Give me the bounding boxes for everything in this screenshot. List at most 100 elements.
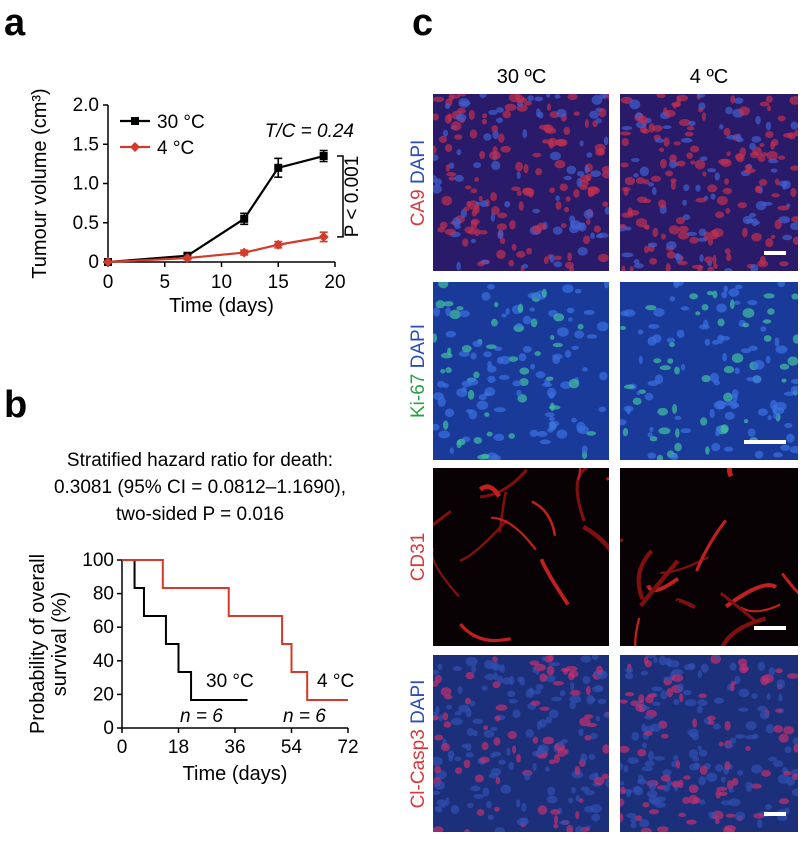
nucleus xyxy=(586,431,597,436)
micrograph-row-label-ki67: Ki-67 DAPI xyxy=(408,324,430,418)
nucleus xyxy=(765,121,772,131)
nucleus xyxy=(689,145,700,153)
nucleus xyxy=(745,781,754,789)
nucleus xyxy=(433,826,444,832)
nucleus xyxy=(623,765,629,773)
nucleus xyxy=(651,701,661,706)
vessel-stain xyxy=(620,538,624,543)
nucleus xyxy=(508,259,514,267)
nucleus xyxy=(643,730,653,736)
nucleus xyxy=(691,264,704,269)
nucleus xyxy=(454,225,461,230)
nucleus xyxy=(441,803,446,808)
nucleus xyxy=(683,689,692,696)
nucleus xyxy=(604,206,609,215)
nucleus xyxy=(777,774,790,784)
nucleus xyxy=(673,141,681,146)
nucleus xyxy=(638,694,645,704)
nucleus xyxy=(707,715,716,721)
nucleus xyxy=(644,760,655,767)
nucleus xyxy=(697,670,703,679)
nucleus xyxy=(732,394,738,403)
nucleus xyxy=(767,105,772,112)
nucleus xyxy=(438,430,451,439)
micrograph-row-label-cd31: CD31 xyxy=(408,533,430,582)
nucleus xyxy=(476,809,485,816)
nucleus xyxy=(671,780,681,788)
nucleus xyxy=(507,690,516,697)
nucleus xyxy=(554,255,562,261)
nucleus xyxy=(466,200,472,207)
nucleus xyxy=(590,170,602,177)
nucleus xyxy=(748,345,758,351)
nucleus xyxy=(712,290,718,299)
nucleus xyxy=(716,195,728,206)
nucleus xyxy=(734,734,746,739)
nucleus xyxy=(745,746,751,751)
nucleus xyxy=(522,187,535,197)
nucleus xyxy=(450,717,463,726)
nucleus xyxy=(697,94,706,98)
nucleus xyxy=(695,184,701,192)
nucleus xyxy=(668,159,677,169)
nucleus xyxy=(623,384,635,390)
nucleus xyxy=(462,238,469,247)
nucleus xyxy=(709,372,720,383)
nucleus xyxy=(620,162,629,168)
nucleus xyxy=(583,805,595,813)
nucleus xyxy=(434,805,441,813)
nucleus xyxy=(519,676,526,686)
nucleus xyxy=(658,427,671,435)
nucleus xyxy=(447,113,452,122)
y-tick-label: 100 xyxy=(82,550,114,571)
nucleus xyxy=(738,707,749,712)
nucleus xyxy=(524,771,531,781)
nucleus xyxy=(530,318,538,328)
nucleus xyxy=(571,786,576,794)
nucleus xyxy=(784,746,792,754)
nucleus xyxy=(506,747,511,756)
nucleus xyxy=(469,129,478,139)
nucleus xyxy=(624,672,634,680)
nucleus xyxy=(663,137,670,147)
nucleus xyxy=(511,243,517,251)
nucleus xyxy=(738,106,751,116)
nucleus xyxy=(476,400,489,410)
nucleus xyxy=(742,322,750,328)
nucleus xyxy=(442,420,449,430)
hazard-text-line-2: two-sided P = 0.016 xyxy=(116,504,284,525)
nucleus xyxy=(492,130,499,140)
nucleus xyxy=(536,431,548,437)
nucleus xyxy=(433,681,439,687)
nucleus xyxy=(676,94,689,102)
nucleus xyxy=(647,242,658,248)
nucleus xyxy=(676,329,685,338)
nucleus xyxy=(643,224,649,230)
y-tick-label: 80 xyxy=(93,584,114,605)
nucleus xyxy=(555,195,560,202)
nucleus xyxy=(749,142,756,150)
nucleus xyxy=(443,300,454,307)
nucleus xyxy=(575,288,582,294)
nucleus xyxy=(656,454,664,460)
nucleus xyxy=(554,160,566,169)
nucleus xyxy=(459,100,471,106)
nucleus xyxy=(742,227,748,238)
nucleus xyxy=(458,704,471,713)
nucleus xyxy=(443,721,452,728)
nucleus xyxy=(461,345,472,353)
nucleus xyxy=(760,326,767,332)
nucleus xyxy=(669,154,677,163)
nucleus xyxy=(620,786,626,795)
nucleus xyxy=(536,720,543,730)
nucleus xyxy=(553,814,559,825)
nucleus xyxy=(512,380,522,387)
nucleus xyxy=(790,221,798,231)
nucleus xyxy=(439,135,447,144)
nucleus xyxy=(448,755,454,762)
nucleus xyxy=(665,263,671,271)
nucleus xyxy=(791,293,798,300)
nucleus xyxy=(543,256,549,265)
nucleus xyxy=(583,309,595,315)
nucleus xyxy=(678,119,691,126)
